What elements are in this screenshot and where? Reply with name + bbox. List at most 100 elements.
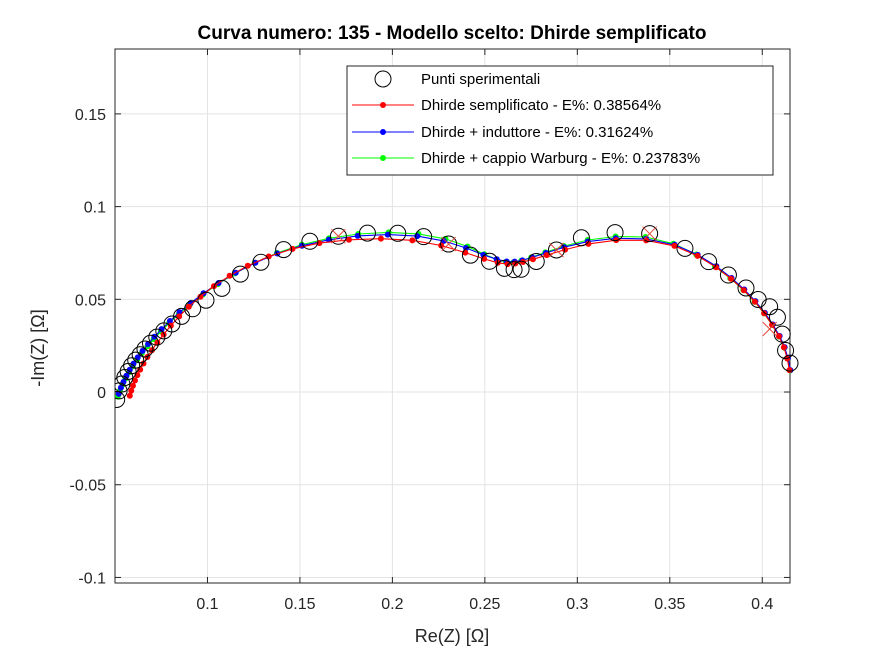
plot-frame [114, 48, 791, 584]
series-point [585, 240, 592, 247]
series-point [131, 377, 138, 384]
series-point [780, 344, 787, 351]
experimental-point [547, 241, 565, 259]
experimental-point [131, 346, 149, 364]
series-point [226, 272, 233, 279]
series-point [117, 384, 124, 391]
experimental-point [184, 300, 202, 318]
experimental-point [115, 390, 126, 408]
legend-symbol [374, 70, 392, 88]
series-point [166, 318, 173, 325]
y-tick-label: 0.15 [75, 107, 106, 124]
experimental-point [440, 235, 458, 253]
y-tick-label: -0.1 [78, 570, 106, 587]
legend-label: Dhirde + cappio Warburg - E%: 0.23783% [421, 150, 700, 167]
legend: Punti sperimentali Dhirde semplificato - … [346, 65, 774, 176]
series-point [126, 392, 133, 399]
series-point [529, 256, 536, 263]
y-tick-label: -0.05 [70, 478, 107, 495]
x-marker-stroke [331, 228, 346, 244]
experimental-point [275, 241, 293, 259]
series-point [543, 252, 550, 259]
series-point [761, 310, 768, 317]
experimental-point [252, 253, 270, 271]
series-point [185, 303, 192, 310]
experimental-point [527, 252, 545, 270]
experimental-point [719, 266, 737, 284]
experimental-point [461, 246, 479, 264]
series-point [740, 287, 747, 294]
x-marker-stroke [549, 242, 564, 258]
experimental-point [606, 224, 624, 242]
experimental-point [148, 328, 166, 346]
series-point [128, 387, 135, 394]
experimental-point [415, 228, 433, 246]
experimental-point [505, 261, 523, 279]
series-point [775, 333, 782, 340]
experimental-point [737, 279, 755, 297]
x-marker-stroke [441, 236, 456, 252]
series-point [289, 245, 296, 252]
experimental-point [358, 224, 376, 242]
y-axis-label: -Im(Z) [Ω] [28, 309, 48, 386]
x-markers [331, 226, 778, 337]
experimental-point [781, 354, 799, 372]
legend-symbol [380, 155, 386, 161]
experimental-point [127, 351, 145, 369]
x-axis-label: Re(Z) [Ω] [415, 626, 489, 646]
series-point [519, 259, 526, 266]
series-experimental [115, 224, 799, 408]
series-point [713, 264, 720, 271]
series-point [414, 233, 421, 240]
x-tick-label: 0.35 [654, 596, 685, 613]
experimental-point [213, 279, 231, 297]
series-point [244, 262, 251, 269]
y-tick-label: 0.1 [84, 200, 106, 217]
series-point [728, 275, 735, 282]
experimental-point [572, 229, 590, 247]
experimental-point [123, 357, 141, 375]
series-point [197, 293, 204, 300]
series-point [751, 298, 758, 305]
experimental-point [676, 239, 694, 257]
series-point [769, 321, 776, 328]
experimental-point [768, 308, 786, 326]
experimental-point [329, 227, 347, 245]
experimental-point [495, 259, 513, 277]
experimental-point [512, 260, 530, 278]
legend-label: Dhirde + induttore - E%: 0.31624% [421, 124, 653, 141]
series-point [130, 360, 137, 367]
series-point [409, 237, 416, 244]
series-point [139, 347, 146, 354]
experimental-point [480, 252, 498, 270]
series-point [786, 367, 793, 374]
series-point [671, 242, 678, 249]
legend-entry: Punti sperimentali [374, 70, 540, 88]
experimental-point [389, 224, 407, 242]
experimental-point [301, 232, 319, 250]
series-point [377, 235, 384, 242]
experimental-point [700, 253, 718, 271]
legend-entries: Punti sperimentali Dhirde semplificato - … [352, 70, 700, 167]
legend-symbol [380, 129, 386, 135]
x-tick-label: 0.15 [284, 596, 315, 613]
series-point [694, 252, 701, 259]
legend-symbol [380, 102, 386, 108]
x-tick-label: 0.25 [469, 596, 500, 613]
chart-title: Curva numero: 135 - Modello scelto: Dhir… [198, 23, 707, 44]
series-point [345, 236, 352, 243]
x-marker-stroke [642, 226, 657, 242]
x-tick-label: 0.1 [196, 596, 218, 613]
series-layer [115, 224, 799, 408]
series-point [158, 326, 165, 333]
legend-box [346, 65, 774, 176]
legend-label: Dhirde semplificato - E%: 0.38564% [421, 97, 661, 114]
legend-entry: Dhirde semplificato - E%: 0.38564% [352, 97, 661, 114]
legend-label: Punti sperimentali [421, 71, 540, 88]
y-tick-label: 0.05 [75, 292, 106, 309]
legend-entry: Dhirde + induttore - E%: 0.31624% [352, 124, 653, 141]
experimental-point [197, 291, 215, 309]
series-point [504, 261, 511, 268]
